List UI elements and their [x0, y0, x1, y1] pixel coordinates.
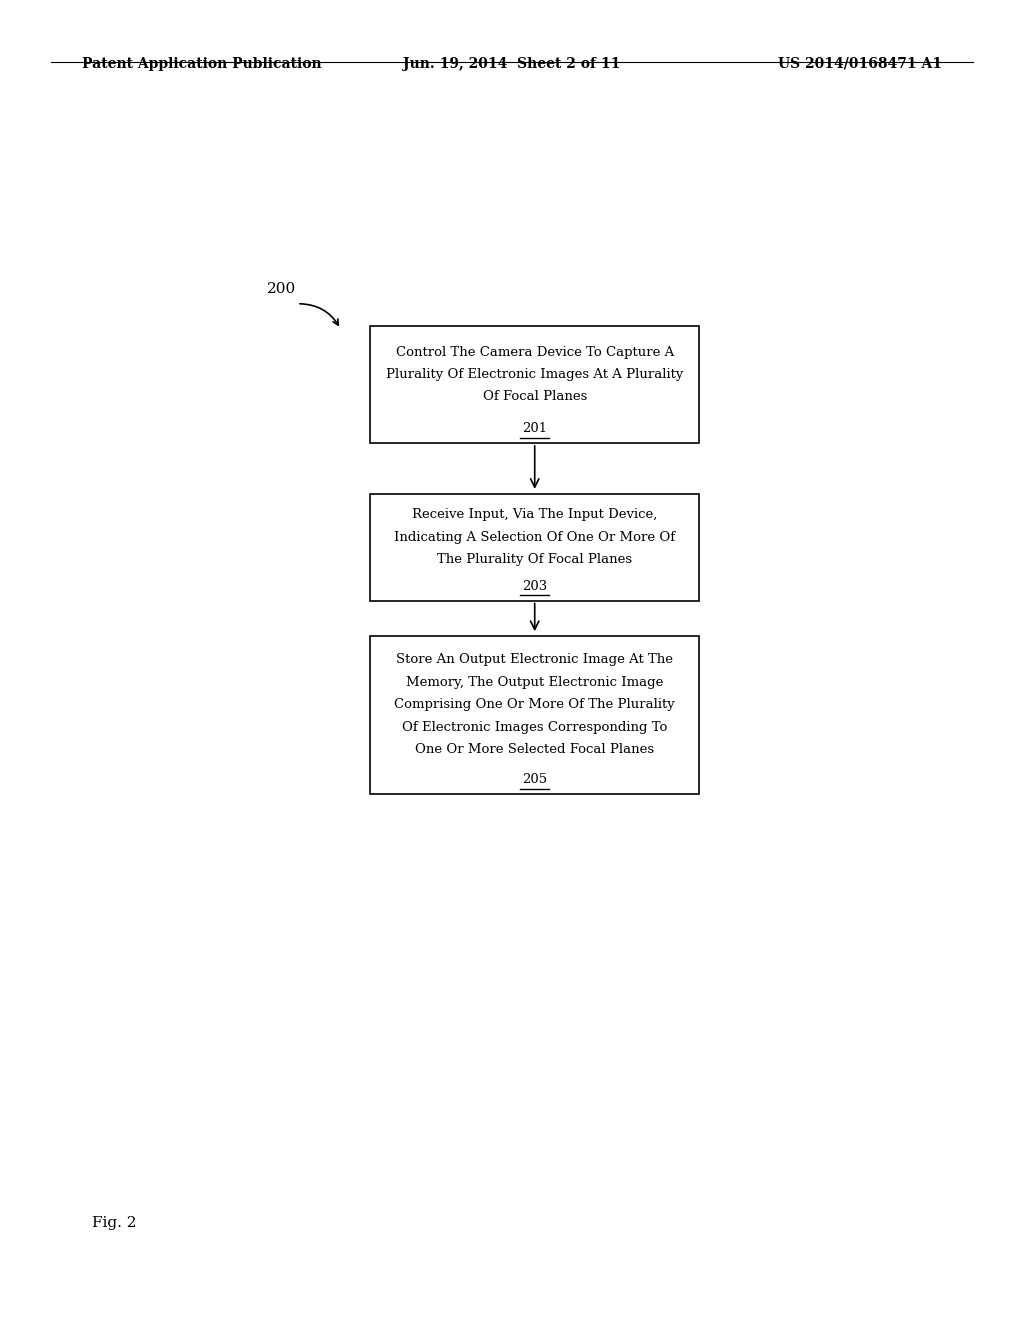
Text: Store An Output Electronic Image At The: Store An Output Electronic Image At The — [396, 653, 673, 667]
Text: Plurality Of Electronic Images At A Plurality: Plurality Of Electronic Images At A Plur… — [386, 368, 683, 381]
Text: Of Focal Planes: Of Focal Planes — [482, 391, 587, 403]
Text: Comprising One Or More Of The Plurality: Comprising One Or More Of The Plurality — [394, 698, 675, 711]
Text: Receive Input, Via The Input Device,: Receive Input, Via The Input Device, — [412, 508, 657, 521]
Text: The Plurality Of Focal Planes: The Plurality Of Focal Planes — [437, 553, 632, 566]
Text: Indicating A Selection Of One Or More Of: Indicating A Selection Of One Or More Of — [394, 531, 675, 544]
Text: 205: 205 — [522, 774, 547, 785]
Text: Memory, The Output Electronic Image: Memory, The Output Electronic Image — [407, 676, 664, 689]
Text: US 2014/0168471 A1: US 2014/0168471 A1 — [778, 57, 942, 71]
Text: 203: 203 — [522, 579, 548, 593]
Text: 200: 200 — [267, 281, 296, 296]
FancyBboxPatch shape — [370, 494, 699, 601]
Text: Fig. 2: Fig. 2 — [92, 1216, 136, 1230]
Text: Jun. 19, 2014  Sheet 2 of 11: Jun. 19, 2014 Sheet 2 of 11 — [403, 57, 621, 71]
FancyBboxPatch shape — [370, 326, 699, 444]
Text: 201: 201 — [522, 422, 547, 436]
Text: Patent Application Publication: Patent Application Publication — [82, 57, 322, 71]
FancyBboxPatch shape — [370, 636, 699, 793]
Text: Of Electronic Images Corresponding To: Of Electronic Images Corresponding To — [402, 721, 668, 734]
Text: Control The Camera Device To Capture A: Control The Camera Device To Capture A — [395, 346, 674, 359]
Text: One Or More Selected Focal Planes: One Or More Selected Focal Planes — [415, 743, 654, 756]
